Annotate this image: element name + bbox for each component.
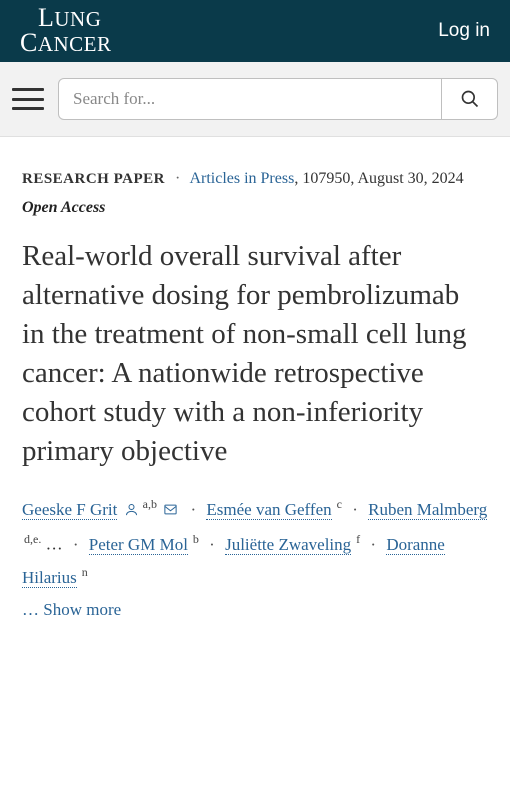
- article-meta: RESEARCH PAPER · Articles in Press, 1079…: [22, 165, 488, 193]
- author-separator: ·: [190, 500, 196, 519]
- author-separator: ·: [352, 500, 358, 519]
- author-separator: ·: [370, 535, 376, 554]
- hamburger-bar: [12, 88, 44, 91]
- article-content: RESEARCH PAPER · Articles in Press, 1079…: [0, 137, 510, 647]
- login-button[interactable]: Log in: [438, 20, 490, 42]
- article-title: Real-world overall survival after altern…: [22, 237, 488, 472]
- logo-line2-cap: C: [20, 28, 38, 57]
- author-affiliation: n: [79, 565, 88, 579]
- article-date: August 30, 2024: [357, 170, 463, 187]
- article-number: 107950: [302, 170, 350, 187]
- author-affiliation: f: [353, 532, 360, 546]
- hamburger-bar: [12, 107, 44, 110]
- show-more-authors[interactable]: … Show more: [22, 600, 121, 619]
- search-input[interactable]: [59, 79, 441, 119]
- author-affiliation: d,e.: [24, 532, 41, 546]
- author-affiliation: a,b: [143, 497, 157, 511]
- author-affiliation: b: [190, 532, 199, 546]
- hamburger-bar: [12, 98, 44, 101]
- author-link[interactable]: Peter GM Mol: [89, 535, 188, 555]
- author-link[interactable]: Esmée van Geffen: [206, 500, 331, 520]
- open-access-label: Open Access: [22, 199, 488, 217]
- journal-logo[interactable]: LUNG CANCER: [20, 6, 112, 55]
- author-link[interactable]: Ruben Malmberg: [368, 500, 487, 520]
- search-bar-row: [0, 62, 510, 137]
- search-wrap: [58, 78, 498, 120]
- article-type-label: RESEARCH PAPER: [22, 171, 165, 187]
- logo-line1-rest: UNG: [54, 7, 101, 31]
- person-icon: [124, 496, 139, 528]
- logo-line2-rest: ANCER: [38, 32, 112, 56]
- meta-separator: ·: [175, 170, 180, 187]
- site-header: LUNG CANCER Log in: [0, 0, 510, 62]
- search-button[interactable]: [441, 79, 497, 119]
- author-list: Geeske F Grit a,b · Esmée van Geffen c ·…: [22, 493, 488, 626]
- author-separator: ·: [209, 535, 215, 554]
- author-link[interactable]: Geeske F Grit: [22, 500, 117, 520]
- author-separator: ·: [73, 535, 79, 554]
- menu-button[interactable]: [12, 85, 44, 113]
- mail-icon[interactable]: [163, 496, 178, 528]
- search-icon: [460, 89, 480, 109]
- author-affiliation: c: [334, 497, 342, 511]
- logo-line1-cap: L: [38, 3, 54, 32]
- author-ellipsis: …: [46, 535, 63, 554]
- author-link[interactable]: Juliëtte Zwaveling: [225, 535, 351, 555]
- articles-in-press-link[interactable]: Articles in Press: [189, 170, 294, 187]
